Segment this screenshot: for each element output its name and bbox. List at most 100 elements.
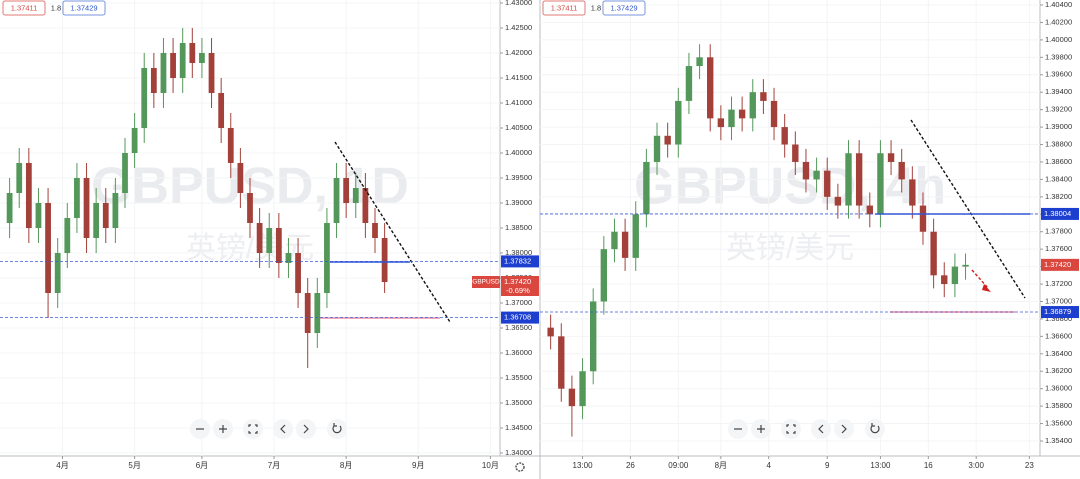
- y-tick-label: 1.38200: [1045, 192, 1072, 201]
- fit-button-icon: [786, 424, 796, 434]
- candle-body: [590, 301, 597, 372]
- candle-body: [285, 253, 292, 263]
- candle-body: [632, 214, 639, 258]
- candle-body: [941, 275, 948, 285]
- y-tick-label: 1.40500: [505, 123, 532, 132]
- y-tick-label: 1.38600: [1045, 157, 1072, 166]
- scroll-left-button-icon: [280, 424, 286, 434]
- x-tick-label: 16: [924, 461, 933, 470]
- candle-body: [802, 161, 810, 180]
- reset-button[interactable]: [327, 419, 347, 439]
- y-tick-label: 1.42500: [505, 23, 532, 32]
- candle-body: [45, 203, 51, 293]
- fit-button-bg: [243, 419, 263, 439]
- x-tick-label: 10月: [482, 461, 499, 470]
- scroll-right-button-icon: [303, 424, 309, 434]
- y-tick-label: 1.38800: [1045, 140, 1072, 149]
- reset-button-bg: [327, 419, 347, 439]
- ask-box: [602, 0, 646, 16]
- fit-button[interactable]: [243, 419, 263, 439]
- y-tick-label: 1.36800: [1045, 314, 1072, 323]
- y-tick-label: 1.35400: [1045, 436, 1072, 445]
- scroll-right-button[interactable]: [834, 419, 854, 439]
- candle-body: [845, 153, 852, 206]
- candle-body: [35, 203, 42, 228]
- y-tick-label: 1.40400: [1045, 0, 1072, 9]
- zoom-in-button[interactable]: [751, 419, 771, 439]
- price-tag-label: 1.36879: [1044, 307, 1071, 316]
- last-price-label: 1.37420: [504, 277, 531, 286]
- scroll-right-button[interactable]: [296, 419, 316, 439]
- candle-body: [54, 253, 61, 293]
- x-tick-label: 13:00: [573, 461, 594, 470]
- candle-body: [256, 223, 263, 253]
- watermark-sub: 英镑/美元: [726, 232, 854, 265]
- zoom-in-button-icon: [219, 425, 227, 433]
- y-tick-label: 1.38400: [1045, 174, 1072, 183]
- candle-body: [64, 218, 71, 253]
- price-tag: [1041, 207, 1079, 220]
- bid-box: [542, 0, 586, 16]
- reset-button[interactable]: [865, 419, 885, 439]
- drawing-line: [910, 119, 1026, 299]
- candle-body: [653, 135, 661, 162]
- x-tick-label: 8月: [340, 461, 352, 470]
- candle-body: [141, 68, 148, 128]
- zoom-in-button[interactable]: [213, 419, 233, 439]
- candle-body: [102, 203, 109, 228]
- price-tag: [501, 255, 539, 268]
- candle-body: [6, 193, 13, 223]
- y-tick-label: 1.38500: [505, 223, 532, 232]
- y-tick-label: 1.41000: [505, 98, 532, 107]
- settings-button[interactable]: [515, 462, 525, 472]
- y-tick-label: 1.37000: [505, 298, 532, 307]
- candle-body: [781, 127, 788, 145]
- spread: 1.8: [591, 3, 601, 12]
- candle-body: [611, 231, 618, 250]
- zoom-in-button-icon: [757, 425, 765, 433]
- candle-body: [664, 135, 671, 145]
- candle-body: [304, 293, 311, 333]
- candle-body: [74, 178, 80, 218]
- price-tag: [1041, 306, 1079, 319]
- y-tick-label: 1.39800: [1045, 52, 1072, 61]
- fit-button-bg: [781, 419, 801, 439]
- x-tick-label: 9月: [412, 461, 424, 470]
- candle-body: [621, 231, 629, 258]
- y-tick-label: 1.39000: [505, 198, 532, 207]
- ask: 1.37429: [610, 3, 637, 12]
- candle-body: [770, 100, 778, 128]
- x-tick-label: 13:00: [870, 461, 891, 470]
- candle-body: [760, 92, 767, 101]
- candle-body: [237, 163, 244, 193]
- candle-body: [643, 161, 650, 215]
- candle-body: [579, 371, 586, 407]
- candle-body: [381, 238, 388, 282]
- candle-body: [208, 53, 215, 93]
- candle-body: [558, 336, 565, 389]
- y-tick-label: 1.40000: [1045, 35, 1072, 44]
- candle-body: [866, 205, 873, 215]
- candle-body: [707, 57, 714, 119]
- x-tick-label: 8月: [715, 461, 727, 470]
- drawing-line: [971, 269, 989, 289]
- scroll-left-button[interactable]: [273, 419, 293, 439]
- y-tick-label: 1.38000: [505, 248, 532, 257]
- ask: 1.37429: [70, 3, 97, 12]
- candle-body: [199, 53, 205, 63]
- y-tick-label: 1.39500: [505, 173, 532, 182]
- fit-button[interactable]: [781, 419, 801, 439]
- symbol-tag: [472, 276, 500, 288]
- x-tick-label: 23: [1025, 461, 1034, 470]
- zoom-out-button[interactable]: [728, 419, 748, 439]
- candle-body: [749, 92, 756, 119]
- y-tick-label: 1.36000: [505, 348, 532, 357]
- zoom-out-button[interactable]: [190, 419, 210, 439]
- scroll-left-button-icon: [818, 424, 824, 434]
- scroll-left-button[interactable]: [811, 419, 831, 439]
- y-tick-label: 1.36000: [1045, 384, 1072, 393]
- spread: 1.8: [51, 3, 61, 12]
- y-tick-label: 1.37200: [1045, 279, 1072, 288]
- candle-body: [112, 193, 119, 228]
